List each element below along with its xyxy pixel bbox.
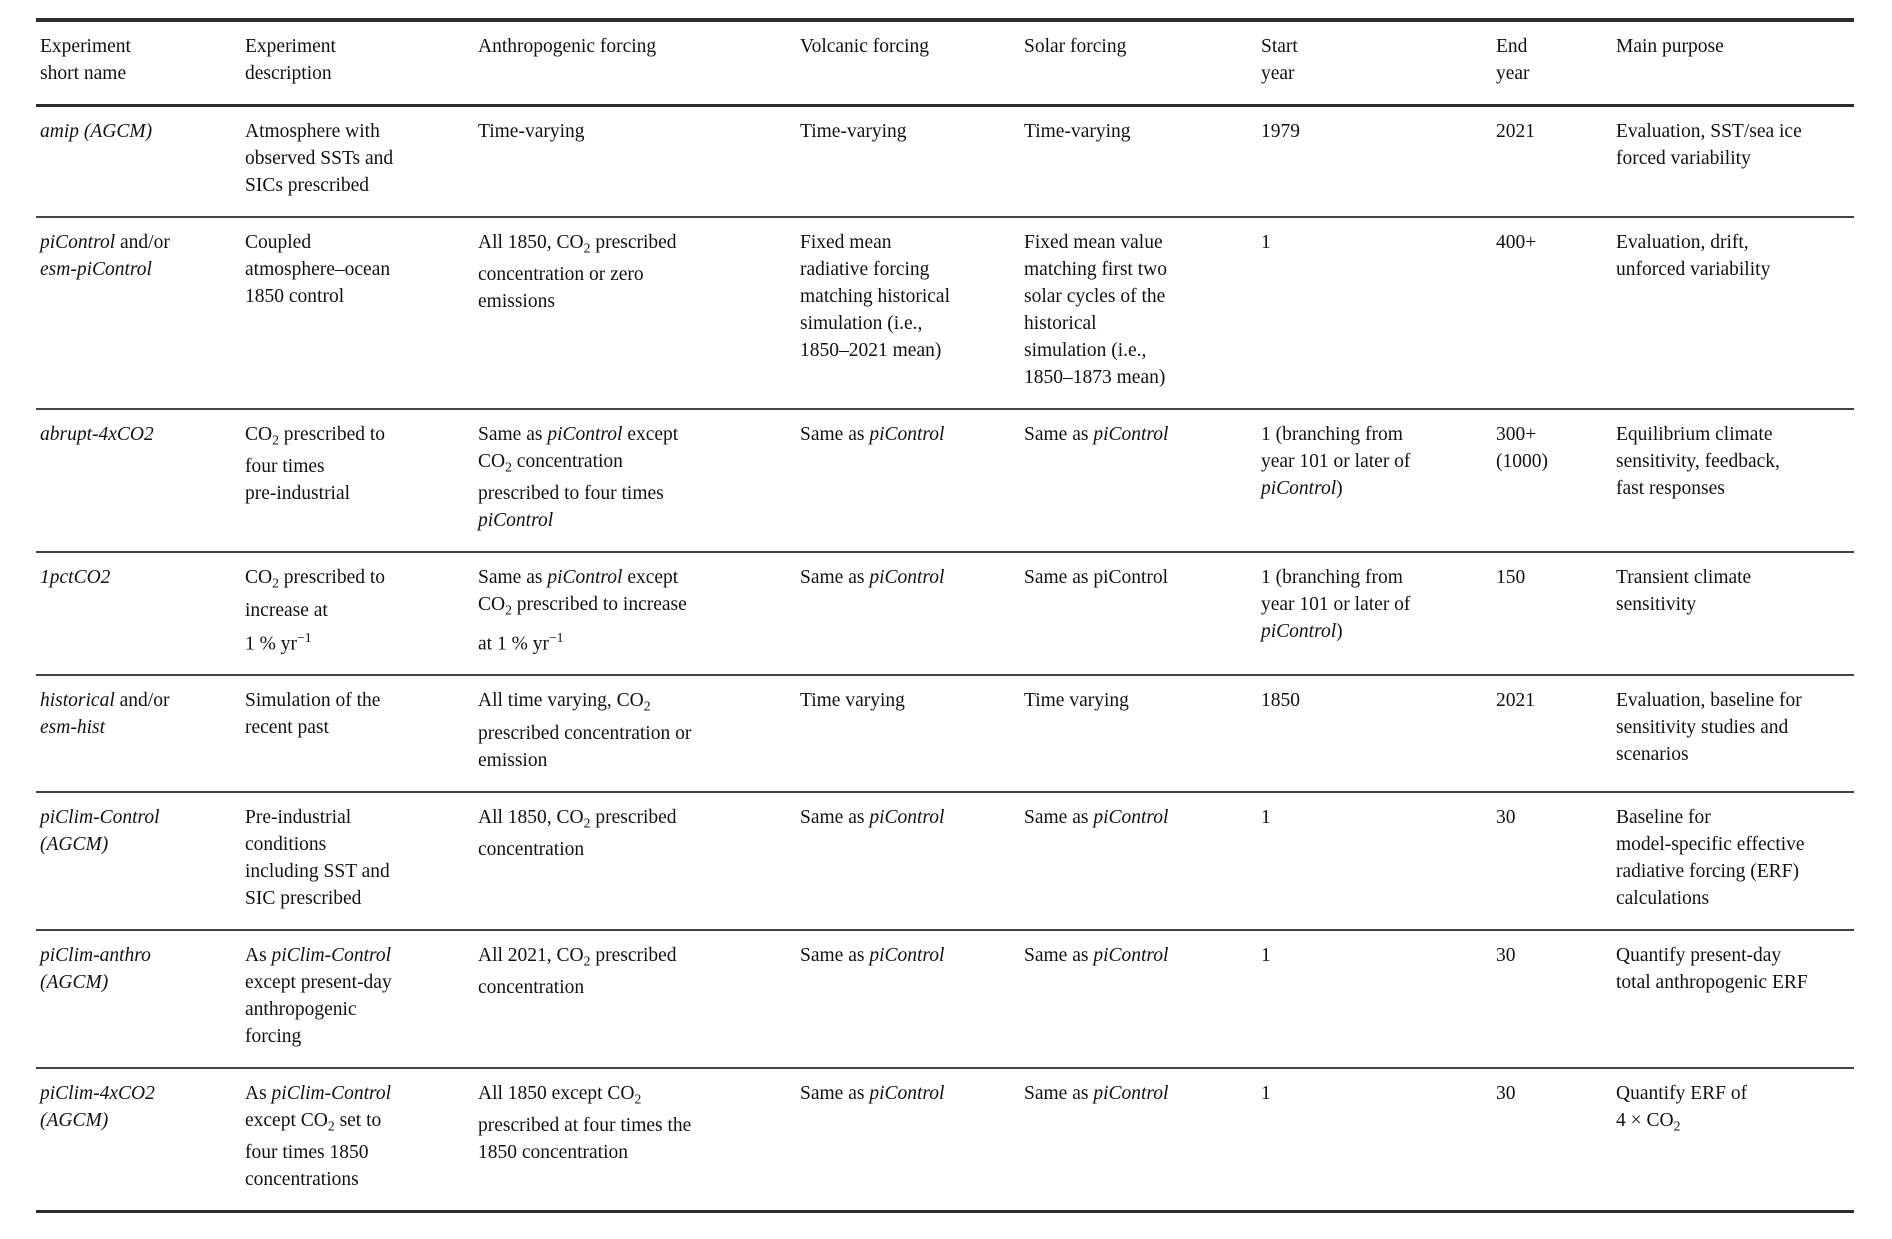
cell-main-purpose: Evaluation, drift, unforced variability <box>1612 216 1854 409</box>
cell-solar-forcing: Time varying <box>1020 674 1257 792</box>
cell-solar-forcing: Same as piControl <box>1020 1066 1257 1212</box>
cell-anthropogenic-forcing: Same as piControl except CO2 prescribed … <box>474 551 796 676</box>
cell-solar-forcing: Same as piControl <box>1020 928 1257 1068</box>
column-header-anthropogenic-forcing: Anthropogenic forcing <box>474 20 796 107</box>
cell-anthropogenic-forcing: Time-varying <box>478 121 585 142</box>
column-header-main-purpose: Main purpose <box>1612 20 1854 107</box>
cell-end-year: 400+ <box>1492 216 1612 409</box>
cell-solar-forcing: Same as piControl <box>1020 407 1257 553</box>
cell-volcanic-forcing: Same as piControl <box>796 407 1020 553</box>
cell-solar-forcing: Same as piControl <box>1020 790 1257 930</box>
cell-start-year: 1 <box>1257 216 1492 409</box>
cell-main-purpose: Transient climate sensitivity <box>1612 551 1854 676</box>
cell-main-purpose: Quantify ERF of 4 × CO2 <box>1612 1066 1854 1212</box>
cell-anthropogenic-forcing: All 2021, CO2 prescribed concentration <box>474 928 796 1068</box>
cell-start-year: 1 (branching from year 101 or later of p… <box>1257 551 1492 676</box>
column-header-volcanic-forcing: Volcanic forcing <box>796 20 1020 107</box>
cell-exp-description: CO2 prescribed to increase at 1 % yr−1 <box>241 551 474 676</box>
cell-main-purpose: Evaluation, baseline for sensitivity stu… <box>1612 674 1854 792</box>
cell-anthropogenic-forcing: All time varying, CO2 prescribed concent… <box>474 674 796 792</box>
cell-main-purpose: Quantify present-day total anthropogenic… <box>1612 928 1854 1068</box>
table-row-piclim-4xco2: piClim-4xCO2 (AGCM) As piClim-Control ex… <box>36 1066 1854 1212</box>
cell-start-year: 1 <box>1257 790 1492 930</box>
cell-exp-short-name: piClim-4xCO2 (AGCM) <box>36 1066 241 1212</box>
cell-start-year: 1 <box>1257 1066 1492 1212</box>
cell-main-purpose: Baseline for model-specific effective ra… <box>1612 790 1854 930</box>
cell-start-year: 1850 <box>1257 674 1492 792</box>
cell-volcanic-forcing: Fixed mean radiative forcing matching hi… <box>796 216 1020 409</box>
cell-end-year: 150 <box>1492 551 1612 676</box>
cell-exp-description: Pre-industrial conditions including SST … <box>241 790 474 930</box>
cell-volcanic-forcing: Same as piControl <box>796 790 1020 930</box>
cell-end-year: 30 <box>1492 790 1612 930</box>
cell-start-year: 1 <box>1257 928 1492 1068</box>
cell-exp-short-name: piClim-anthro (AGCM) <box>36 928 241 1068</box>
cell-start-year: 1 (branching from year 101 or later of p… <box>1257 407 1492 553</box>
cell-main-purpose: Equilibrium climate sensitivity, feedbac… <box>1612 407 1854 553</box>
cell-volcanic-forcing: Same as piControl <box>796 928 1020 1068</box>
cell-end-year: 30 <box>1492 928 1612 1068</box>
cell-exp-description: Atmosphere with observed SSTs and SICs p… <box>245 121 394 196</box>
cell-exp-short-name: piControl and/or esm-piControl <box>36 216 241 409</box>
cell-solar-forcing: Fixed mean value matching first two sola… <box>1020 216 1257 409</box>
table-row-picontrol: piControl and/or esm-piControl Coupled a… <box>36 216 1854 409</box>
cell-volcanic-forcing: Same as piControl <box>796 1066 1020 1212</box>
column-header-start-year: Start year <box>1257 20 1492 107</box>
cell-end-year: 2021 <box>1492 674 1612 792</box>
cell-exp-description: As piClim-Control except present-day ant… <box>241 928 474 1068</box>
cell-solar-forcing: Same as piControl <box>1020 551 1257 676</box>
cell-exp-description: As piClim-Control except CO2 set to four… <box>241 1066 474 1212</box>
experiments-table: Experiment short name Experiment descrip… <box>36 18 1854 1213</box>
cell-exp-description: CO2 prescribed to four times pre-industr… <box>241 407 474 553</box>
cell-volcanic-forcing: Same as piControl <box>796 551 1020 676</box>
cell-volcanic-forcing: Time varying <box>796 674 1020 792</box>
cell-anthropogenic-forcing: All 1850, CO2 prescribed concentration <box>474 790 796 930</box>
cell-end-year: 30 <box>1492 1066 1612 1212</box>
table-row-piclim-anthro: piClim-anthro (AGCM) As piClim-Control e… <box>36 928 1854 1068</box>
cell-exp-short-name: piClim-Control (AGCM) <box>36 790 241 930</box>
table-row-piclim-control: piClim-Control (AGCM) Pre-industrial con… <box>36 790 1854 930</box>
cell-volcanic-forcing: Time-varying <box>800 121 907 142</box>
cell-anthropogenic-forcing: All 1850 except CO2 prescribed at four t… <box>474 1066 796 1212</box>
cell-exp-description: Coupled atmosphere–ocean 1850 control <box>241 216 474 409</box>
column-header-exp-short-name: Experiment short name <box>36 20 241 107</box>
cell-exp-short-name: amip (AGCM) <box>40 121 153 142</box>
cell-main-purpose: Evaluation, SST/sea ice forced variabili… <box>1616 121 1802 169</box>
table-row-1pctco2: 1pctCO2 CO2 prescribed to increase at 1 … <box>36 551 1854 676</box>
cell-exp-short-name: abrupt-4xCO2 <box>36 407 241 553</box>
cell-exp-description: Simulation of the recent past <box>241 674 474 792</box>
table-row-historical: historical and/or esm-hist Simulation of… <box>36 674 1854 792</box>
cell-anthropogenic-forcing: All 1850, CO2 prescribed concentration o… <box>474 216 796 409</box>
cell-solar-forcing: Time-varying <box>1024 121 1131 142</box>
cell-start-year: 1979 <box>1261 121 1300 142</box>
header-row: Experiment short name Experiment descrip… <box>36 20 1854 107</box>
cell-end-year: 300+ (1000) <box>1492 407 1612 553</box>
cell-exp-short-name: 1pctCO2 <box>36 551 241 676</box>
column-header-solar-forcing: Solar forcing <box>1020 20 1257 107</box>
cell-anthropogenic-forcing: Same as piControl except CO2 concentrati… <box>474 407 796 553</box>
column-header-exp-description: Experiment description <box>241 20 474 107</box>
cell-exp-short-name: historical and/or esm-hist <box>36 674 241 792</box>
table-row-abrupt-4xco2: abrupt-4xCO2 CO2 prescribed to four time… <box>36 407 1854 553</box>
cell-end-year: 2021 <box>1496 121 1535 142</box>
table-row-amip: amip (AGCM) Atmosphere with observed SST… <box>36 106 1854 218</box>
column-header-end-year: End year <box>1492 20 1612 107</box>
